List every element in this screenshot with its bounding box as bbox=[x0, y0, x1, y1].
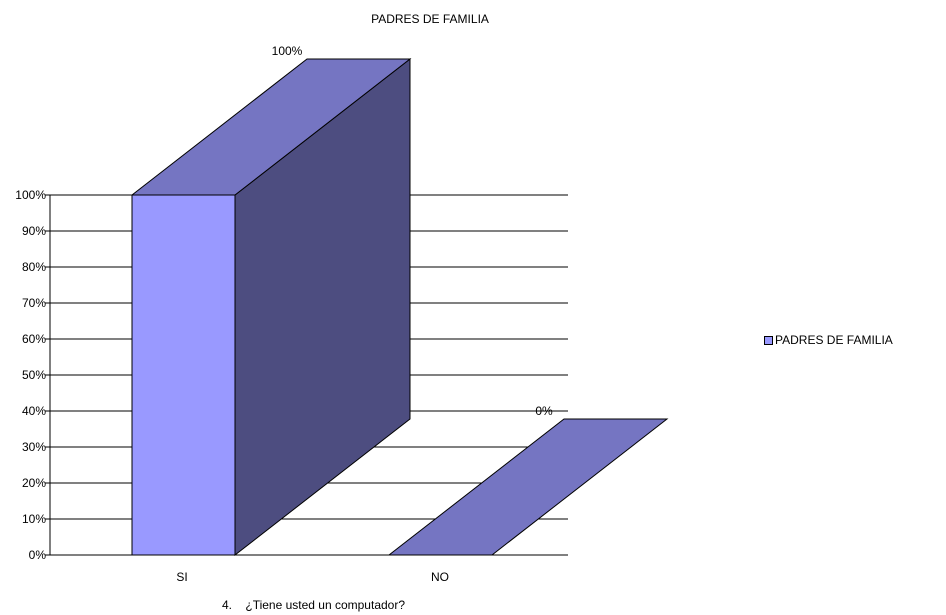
legend: PADRES DE FAMILIA bbox=[764, 333, 893, 347]
y-tick-label: 100% bbox=[15, 188, 46, 202]
x-tick-label: SI bbox=[176, 570, 187, 584]
y-tick-label: 80% bbox=[22, 260, 46, 274]
chart-title: PADRES DE FAMILIA bbox=[371, 12, 489, 26]
data-label: 0% bbox=[535, 404, 553, 418]
y-tick-label: 20% bbox=[22, 476, 46, 490]
bar-top bbox=[387, 418, 669, 556]
y-tick-label: 60% bbox=[22, 332, 46, 346]
bar-top bbox=[130, 58, 412, 196]
y-tick-label: 40% bbox=[22, 404, 46, 418]
y-tick-label: 50% bbox=[22, 368, 46, 382]
y-tick-label: 10% bbox=[22, 512, 46, 526]
legend-swatch bbox=[764, 335, 773, 345]
y-tick-label: 70% bbox=[22, 296, 46, 310]
y-tick-label: 0% bbox=[29, 548, 47, 562]
y-tick-label: 90% bbox=[22, 224, 46, 238]
question-caption: 4. ¿Tiene usted un computador? bbox=[222, 598, 405, 612]
data-label: 100% bbox=[272, 44, 303, 58]
legend-label: PADRES DE FAMILIA bbox=[775, 333, 893, 347]
question-text: ¿Tiene usted un computador? bbox=[245, 598, 406, 612]
bar-front bbox=[131, 194, 236, 556]
y-tick-label: 30% bbox=[22, 440, 46, 454]
question-number: 4. bbox=[222, 598, 233, 612]
x-tick-label: NO bbox=[431, 570, 449, 584]
